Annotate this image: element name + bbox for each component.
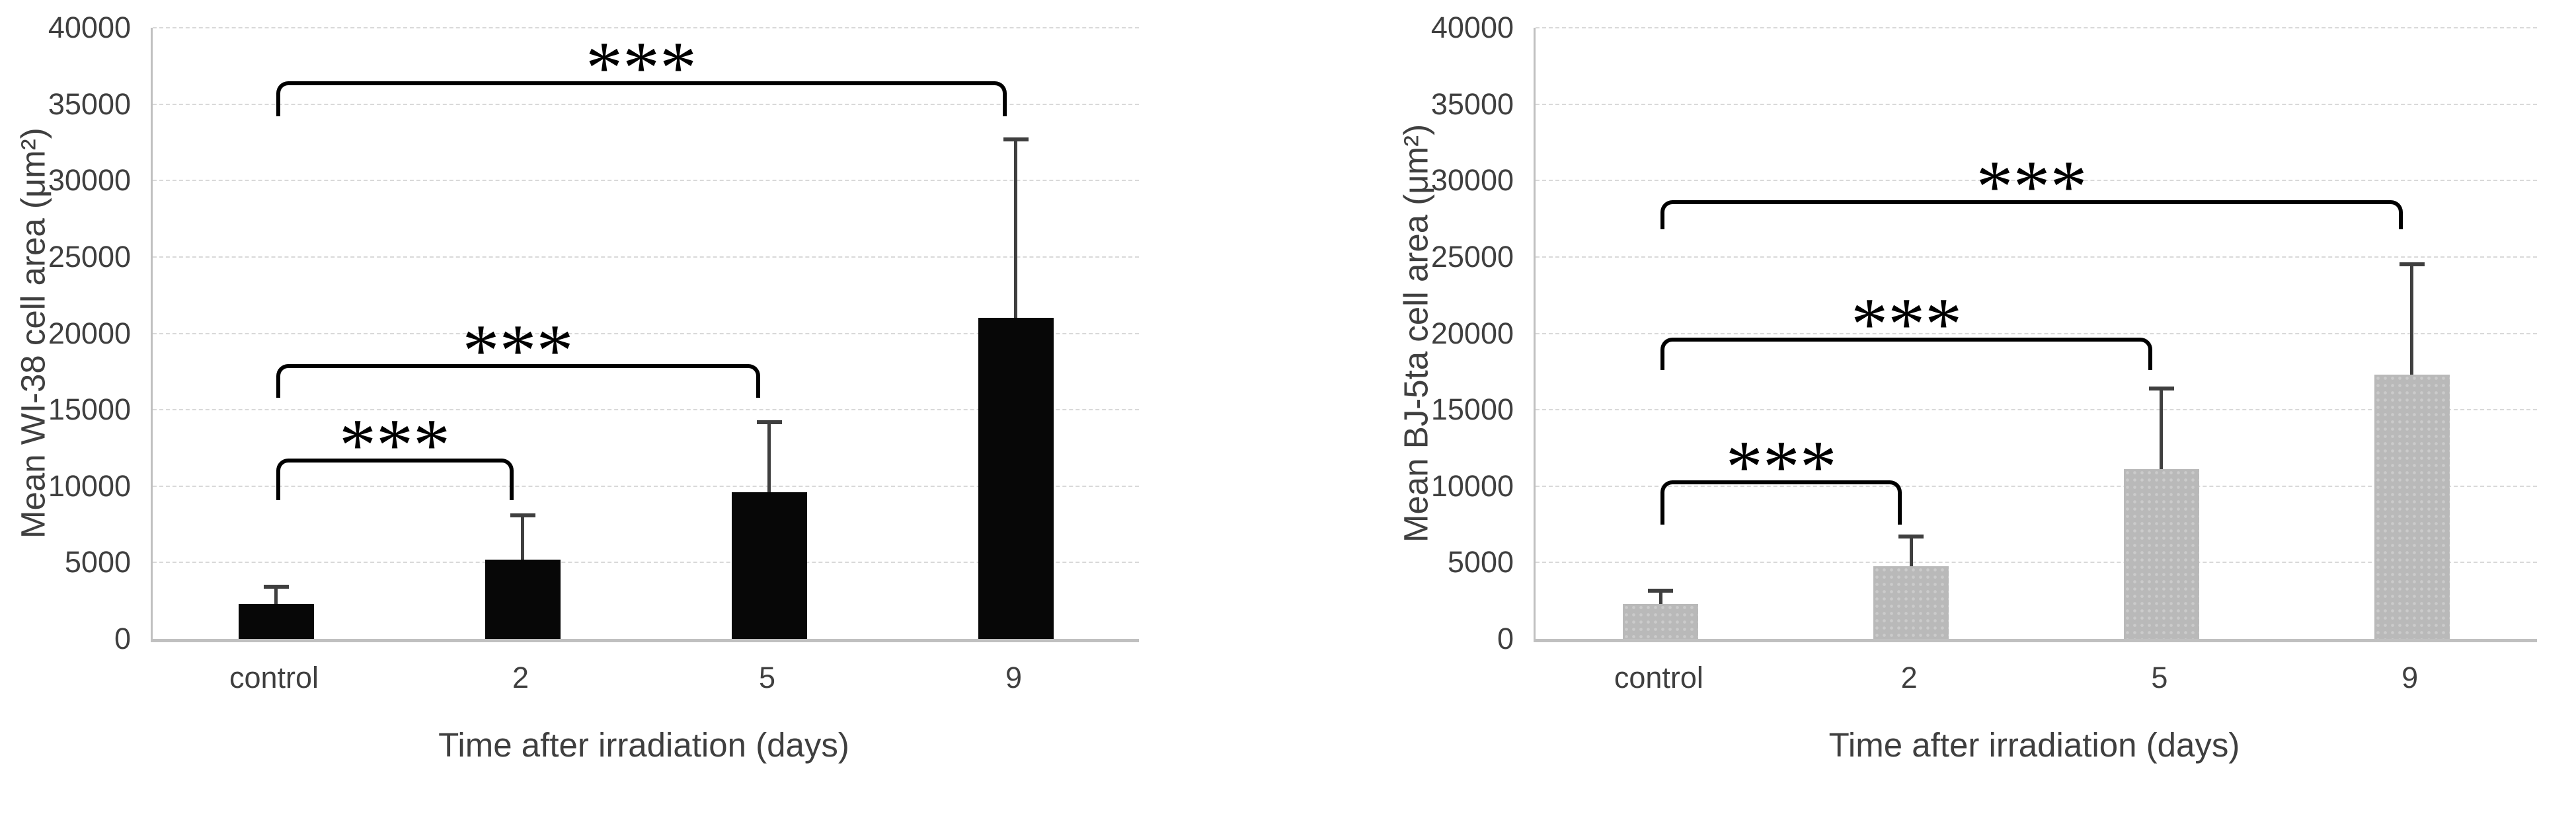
significance-bracket (276, 459, 514, 500)
y-tick-label: 20000 (48, 316, 131, 350)
y-tick-label: 5000 (1447, 545, 1514, 579)
y-tick-label: 10000 (1430, 468, 1514, 503)
error-bar-line (1909, 537, 1913, 567)
y-tick-label: 40000 (48, 11, 131, 44)
gridline-25000 (153, 256, 1139, 258)
gridline-30000 (1536, 180, 2537, 182)
category-label-9: 9 (2401, 661, 2419, 694)
y-tick-label: 10000 (48, 468, 131, 503)
category-label-9: 9 (1005, 661, 1023, 694)
gridline-20000 (1536, 332, 2537, 334)
error-bar-cap (1898, 535, 1924, 539)
significance-bracket (276, 363, 760, 398)
gridline-40000 (1536, 27, 2537, 28)
gridline-15000 (153, 409, 1139, 411)
error-bar-line (521, 515, 524, 560)
bar-9 (978, 318, 1054, 639)
y-tick-label: 15000 (1430, 392, 1514, 427)
error-bar-cap (756, 420, 782, 424)
significance-stars: *** (1851, 283, 1963, 366)
chart-wi38: Mean WI-38 cell area (μm²) *** *** *** Tim… (0, 0, 1256, 816)
y-tick-label: 0 (114, 622, 131, 655)
significance-bracket (1660, 338, 2152, 370)
y-tick-label: 25000 (1430, 239, 1514, 274)
y-tick-label: 30000 (48, 163, 131, 198)
gridline-30000 (153, 180, 1139, 182)
error-bar-line (274, 587, 278, 604)
gridline-10000 (153, 485, 1139, 487)
bar-5 (731, 492, 807, 639)
error-bar-line (1014, 139, 1017, 318)
significance-bracket (1660, 480, 1902, 525)
y-tick-label: 35000 (48, 87, 131, 121)
bar-2 (485, 559, 561, 639)
significance-stars: *** (1976, 146, 2088, 229)
gridline-20000 (153, 332, 1139, 334)
bar-2 (1873, 566, 1949, 639)
bar-control (1623, 603, 1699, 639)
y-tick-label: 35000 (1430, 87, 1514, 121)
error-bar-cap (1003, 137, 1029, 141)
y-tick-label: 40000 (1430, 11, 1514, 44)
gridline-35000 (153, 103, 1139, 105)
y-tick-label: 5000 (64, 545, 131, 579)
y-tick-label: 30000 (1430, 163, 1514, 198)
y-tick-label: 0 (1497, 622, 1514, 655)
bar-5 (2123, 469, 2199, 639)
gridline-5000 (153, 562, 1139, 564)
gridline-40000 (153, 27, 1139, 28)
error-bar-line (2410, 264, 2414, 375)
significance-stars: *** (339, 404, 450, 487)
significance-bracket (276, 81, 1007, 117)
gridline-35000 (1536, 103, 2537, 105)
x-axis-title: Time after irradiation (days) (1828, 726, 2240, 764)
category-label-2: 2 (1900, 661, 1918, 694)
gridline-10000 (1536, 485, 2537, 487)
plot-area: *** *** *** (1534, 27, 2537, 642)
error-bar-cap (2399, 262, 2425, 267)
y-tick-label: 25000 (48, 239, 131, 274)
chart-bj5ta: Mean BJ-5ta cell area (μm²) *** *** *** Ti… (1360, 0, 2576, 816)
significance-bracket (1660, 200, 2403, 230)
bar-control (238, 603, 314, 639)
error-bar-cap (263, 585, 289, 589)
significance-stars: *** (462, 309, 574, 392)
plot-area: *** *** *** (151, 26, 1139, 642)
x-axis-title: Time after irradiation (days) (438, 726, 849, 764)
category-label-5: 5 (2151, 661, 2168, 694)
category-label-control: control (1614, 661, 1703, 694)
error-bar-line (1659, 591, 1662, 604)
error-bar-line (767, 422, 771, 492)
bar-9 (2374, 374, 2450, 639)
error-bar-cap (2148, 386, 2174, 390)
y-tick-label: 15000 (48, 392, 131, 427)
error-bar-line (2160, 388, 2164, 470)
significance-stars: *** (586, 26, 697, 109)
significance-stars: *** (1725, 426, 1837, 508)
category-label-2: 2 (512, 661, 529, 694)
gridline-15000 (1536, 409, 2537, 411)
gridline-25000 (1536, 256, 2537, 258)
category-label-5: 5 (758, 661, 776, 694)
error-bar-cap (510, 513, 535, 517)
y-tick-label: 20000 (1430, 316, 1514, 350)
gridline-5000 (1536, 562, 2537, 564)
error-bar-cap (1648, 589, 1674, 593)
category-label-control: control (229, 661, 319, 694)
